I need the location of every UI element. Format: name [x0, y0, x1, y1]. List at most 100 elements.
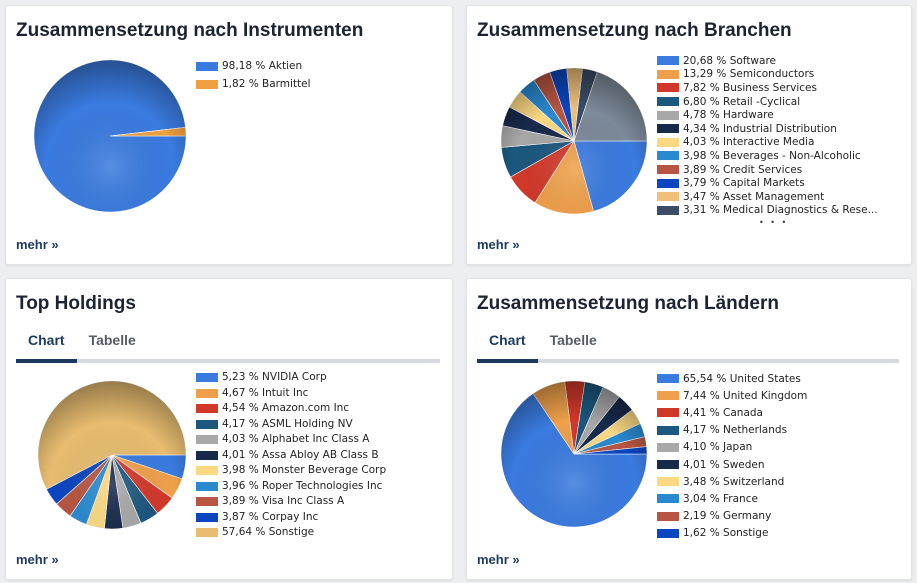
legend-item[interactable]: 3,89 % Visa Inc Class A	[196, 494, 386, 510]
pie-chart-countries	[500, 380, 648, 528]
legend-label: 7,44 % United Kingdom	[683, 389, 808, 402]
legend-item[interactable]: 4,03 % Interactive Media	[657, 136, 878, 150]
legend-item[interactable]: 4,01 % Sweden	[657, 456, 807, 473]
legend-label: 7,82 % Business Services	[683, 81, 817, 94]
legend-label: 4,03 % Interactive Media	[683, 136, 815, 149]
legend-item[interactable]: 13,29 % Semiconductors	[657, 68, 878, 82]
legend-swatch	[657, 511, 679, 521]
legend-label: 13,29 % Semiconductors	[683, 68, 815, 81]
legend-countries: 65,54 % United States 7,44 % United Kingd…	[657, 370, 807, 542]
legend-label: 98,18 % Aktien	[222, 60, 303, 72]
legend-item[interactable]: 3,04 % France	[657, 490, 807, 507]
legend-swatch	[196, 373, 218, 383]
legend-label: 3,96 % Roper Technologies Inc	[222, 479, 383, 492]
legend-swatch	[196, 466, 218, 476]
legend-swatch	[196, 481, 218, 491]
legend-item[interactable]: 4,03 % Alphabet Inc Class A	[196, 432, 386, 448]
legend-label: 3,98 % Monster Beverage Corp	[222, 464, 387, 476]
legend-swatch	[196, 435, 218, 445]
legend-item[interactable]: 4,10 % Japan	[657, 439, 807, 456]
legend-item[interactable]: 3,79 % Capital Markets	[657, 176, 878, 190]
tab-chart[interactable]: Chart	[16, 329, 77, 363]
legend-label: 4,01 % Assa Abloy AB Class B	[222, 448, 379, 461]
legend-label: 5,23 % NVIDIA Corp	[222, 371, 327, 383]
legend-item[interactable]: 3,98 % Beverages - Non-Alcoholic	[657, 149, 878, 163]
legend-item[interactable]: 6,80 % Retail -Cyclical	[657, 95, 878, 109]
legend-item[interactable]: 1,82 % Barmittel	[196, 75, 311, 93]
tab-bar: Chart Tabelle	[16, 329, 440, 363]
legend-item[interactable]: 7,82 % Business Services	[657, 81, 878, 95]
tab-bar: Chart Tabelle	[477, 329, 899, 363]
tab-table[interactable]: Tabelle	[88, 332, 136, 348]
tab-chart[interactable]: Chart	[477, 329, 538, 363]
more-link[interactable]: mehr »	[477, 237, 520, 252]
legend-item[interactable]: 5,23 % NVIDIA Corp	[196, 370, 386, 386]
legend-swatch	[196, 404, 218, 414]
legend-label: 4,34 % Industrial Distribution	[683, 122, 837, 135]
legend-swatch	[196, 497, 218, 507]
legend-label: 1,82 % Barmittel	[222, 78, 311, 90]
legend-item[interactable]: 4,41 % Canada	[657, 404, 807, 421]
legend-item[interactable]: 3,87 % Corpay Inc	[196, 510, 386, 526]
legend-item[interactable]: 1,62 % Sonstige	[657, 525, 807, 542]
legend-swatch	[657, 408, 679, 418]
card-title: Zusammensetzung nach Ländern	[477, 293, 779, 314]
legend-item[interactable]: 2,19 % Germany	[657, 508, 807, 525]
legend-item[interactable]: 3,89 % Credit Services	[657, 163, 878, 177]
legend-ellipsis[interactable]: • • •	[759, 218, 789, 227]
card-title: Zusammensetzung nach Instrumenten	[16, 20, 364, 41]
legend-item[interactable]: 3,96 % Roper Technologies Inc	[196, 479, 386, 495]
legend-sectors: 20,68 % Software 13,29 % Semiconductors 7,…	[657, 54, 878, 217]
legend-swatch	[196, 450, 218, 460]
legend-item[interactable]: 3,47 % Asset Management	[657, 190, 878, 204]
legend-swatch	[657, 528, 679, 538]
legend-item[interactable]: 57,64 % Sonstige	[196, 525, 386, 541]
card-instruments: Zusammensetzung nach Instrumenten 98,18 …	[5, 5, 453, 265]
legend-item[interactable]: 20,68 % Software	[657, 54, 878, 68]
legend-swatch	[196, 528, 218, 538]
legend-label: 1,62 % Sonstige	[683, 527, 769, 540]
legend-swatch	[657, 56, 679, 66]
legend-label: 65,54 % United States	[683, 372, 801, 385]
legend-label: 3,89 % Visa Inc Class A	[222, 495, 345, 507]
more-link[interactable]: mehr »	[477, 552, 520, 567]
legend-item[interactable]: 4,54 % Amazon.com Inc	[196, 401, 386, 417]
legend-label: 3,31 % Medical Diagnostics & Rese...	[683, 204, 878, 217]
legend-item[interactable]: 7,44 % United Kingdom	[657, 387, 807, 404]
legend-item[interactable]: 4,78 % Hardware	[657, 108, 878, 122]
legend-item[interactable]: 65,54 % United States	[657, 370, 807, 387]
card-title: Zusammensetzung nach Branchen	[477, 20, 792, 41]
legend-swatch	[657, 494, 679, 504]
legend-item[interactable]: 4,67 % Intuit Inc	[196, 386, 386, 402]
legend-label: 57,64 % Sonstige	[222, 526, 315, 538]
legend-label: 4,17 % Netherlands	[683, 424, 788, 437]
legend-item[interactable]: 3,48 % Switzerland	[657, 473, 807, 490]
legend-item[interactable]: 3,98 % Monster Beverage Corp	[196, 463, 386, 479]
legend-item[interactable]: 4,17 % Netherlands	[657, 422, 807, 439]
legend-swatch	[196, 388, 218, 398]
tab-table[interactable]: Tabelle	[549, 332, 597, 348]
legend-label: 20,68 % Software	[683, 54, 776, 67]
pie-chart-sectors	[500, 67, 648, 215]
legend-label: 4,01 % Sweden	[683, 458, 765, 471]
legend-label: 4,41 % Canada	[683, 406, 763, 419]
legend-swatch	[657, 374, 679, 384]
legend-item[interactable]: 4,17 % ASML Holding NV	[196, 417, 386, 433]
legend-item[interactable]: 3,31 % Medical Diagnostics & Rese...	[657, 204, 878, 218]
legend-swatch	[657, 460, 679, 470]
legend-item[interactable]: 4,01 % Assa Abloy AB Class B	[196, 448, 386, 464]
legend-label: 4,17 % ASML Holding NV	[222, 417, 353, 430]
legend-swatch	[657, 137, 679, 147]
legend-swatch	[196, 79, 218, 89]
legend-swatch	[196, 419, 218, 429]
more-link[interactable]: mehr »	[16, 237, 59, 252]
more-link[interactable]: mehr »	[16, 552, 59, 567]
legend-item[interactable]: 98,18 % Aktien	[196, 57, 311, 75]
legend-swatch	[657, 97, 679, 107]
legend-swatch	[657, 69, 679, 79]
legend-holdings: 5,23 % NVIDIA Corp 4,67 % Intuit Inc 4,54 …	[196, 370, 386, 541]
legend-item[interactable]: 4,34 % Industrial Distribution	[657, 122, 878, 136]
legend-swatch	[657, 110, 679, 120]
card-countries: Zusammensetzung nach Ländern Chart Tabell…	[466, 278, 912, 580]
legend-label: 6,80 % Retail -Cyclical	[683, 95, 801, 108]
